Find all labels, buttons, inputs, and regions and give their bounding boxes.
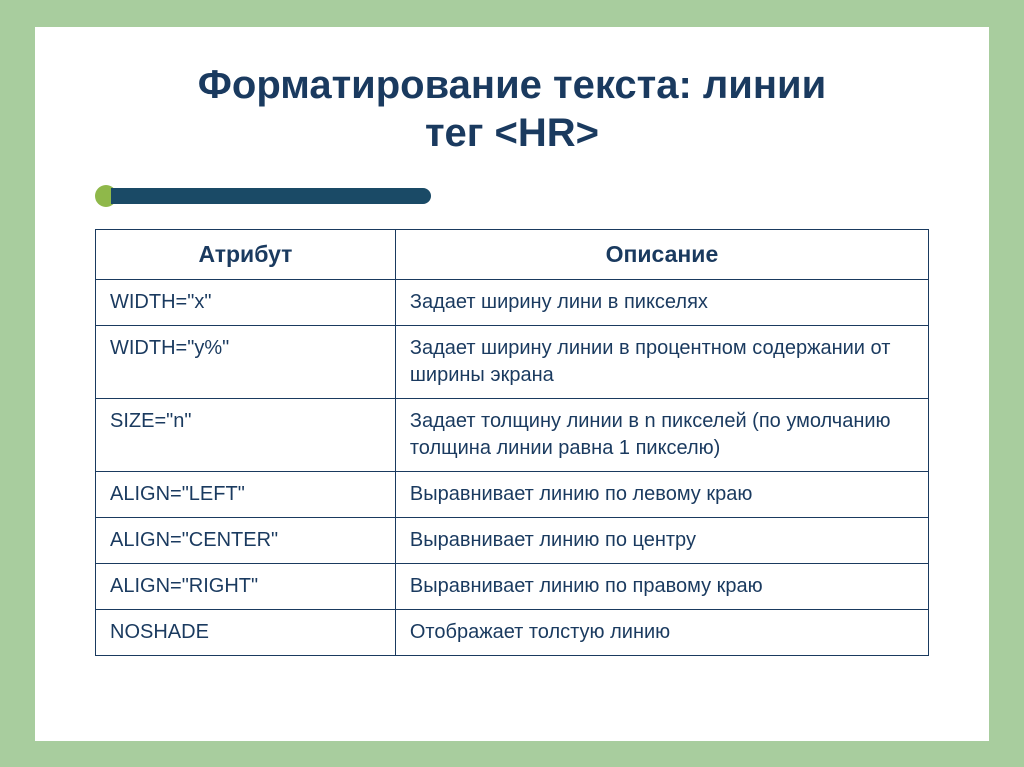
cell-attribute: ALIGN="LEFT" [96, 471, 396, 517]
divider-bar [111, 188, 431, 204]
attributes-table: Атрибут Описание WIDTH="x" Задает ширину… [95, 229, 929, 656]
cell-attribute: WIDTH="x" [96, 279, 396, 325]
cell-description: Выравнивает линию по левому краю [395, 471, 928, 517]
cell-description: Задает ширину лини в пикселях [395, 279, 928, 325]
cell-description: Выравнивает линию по правому краю [395, 563, 928, 609]
table-header-row: Атрибут Описание [96, 229, 929, 279]
cell-attribute: ALIGN="RIGHT" [96, 563, 396, 609]
title-line-2: тег <HR> [425, 111, 599, 155]
table-row: ALIGN="RIGHT" Выравнивает линию по право… [96, 563, 929, 609]
cell-attribute: SIZE="n" [96, 398, 396, 471]
cell-description: Отображает толстую линию [395, 609, 928, 655]
cell-description: Задает толщину линии в n пикселей (по ум… [395, 398, 928, 471]
table-row: WIDTH="y%" Задает ширину линии в процент… [96, 325, 929, 398]
title-line-1: Форматирование текста: линии [198, 63, 826, 107]
header-description: Описание [395, 229, 928, 279]
title-divider [95, 185, 929, 207]
slide-title: Форматирование текста: линии тег <HR> [95, 61, 929, 157]
cell-description: Задает ширину линии в процентном содержа… [395, 325, 928, 398]
cell-attribute: WIDTH="y%" [96, 325, 396, 398]
table-row: ALIGN="CENTER" Выравнивает линию по цент… [96, 517, 929, 563]
table-row: SIZE="n" Задает толщину линии в n пиксел… [96, 398, 929, 471]
cell-attribute: NOSHADE [96, 609, 396, 655]
header-attribute: Атрибут [96, 229, 396, 279]
cell-description: Выравнивает линию по центру [395, 517, 928, 563]
cell-attribute: ALIGN="CENTER" [96, 517, 396, 563]
table-row: ALIGN="LEFT" Выравнивает линию по левому… [96, 471, 929, 517]
table-row: WIDTH="x" Задает ширину лини в пикселях [96, 279, 929, 325]
slide: Форматирование текста: линии тег <HR> Ат… [35, 27, 989, 741]
table-row: NOSHADE Отображает толстую линию [96, 609, 929, 655]
